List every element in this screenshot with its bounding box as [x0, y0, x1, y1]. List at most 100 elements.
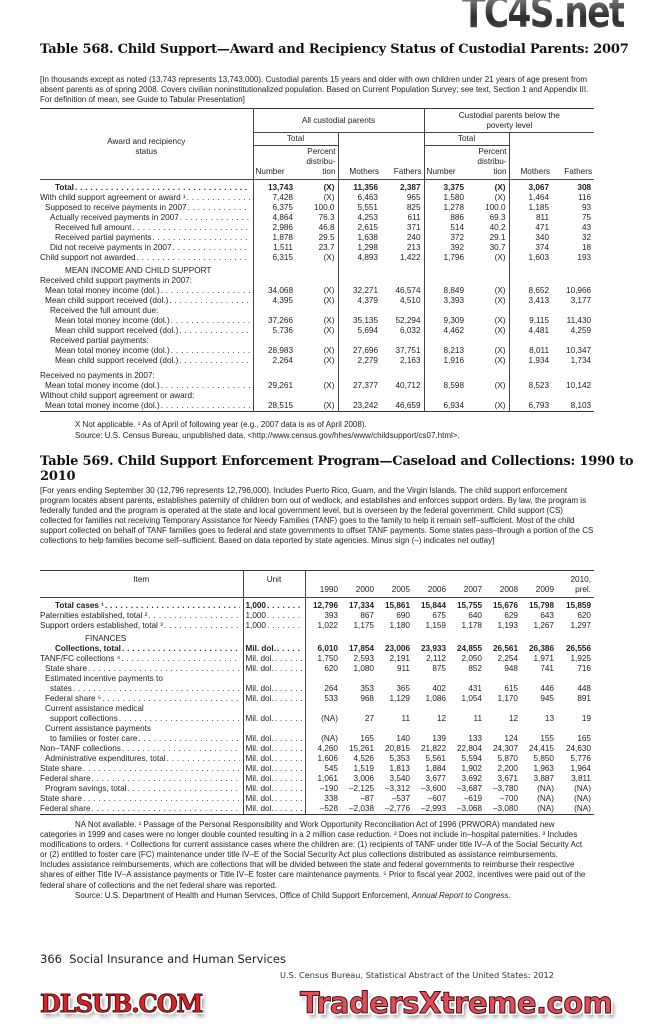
- value-cell: 5,353: [389, 754, 411, 763]
- dot-leader: [88, 664, 240, 674]
- value-cell: 75: [581, 213, 592, 222]
- row-label-wrap: Total cases ¹: [55, 601, 240, 611]
- row-label-wrap: Actually received payments in 2007: [50, 213, 250, 223]
- row-label-text: Current assistance medical: [45, 704, 144, 713]
- value-cell: 1,061: [304, 774, 341, 784]
- value-cell: [252, 391, 296, 401]
- value-cell: 1,971: [533, 654, 555, 663]
- row-label-text: Mean child support received (dol.): [45, 296, 169, 305]
- row-unit-text: Mil. dol.: [245, 714, 274, 723]
- row-label: MEAN INCOME AND CHILD SUPPORT: [40, 263, 253, 276]
- row-unit: Mil. dol.: [242, 794, 305, 804]
- row-label-text: Support orders established, total ³: [40, 621, 163, 630]
- value-cell: 965: [406, 193, 421, 202]
- row-label: FINANCES: [40, 631, 243, 644]
- row-label-wrap: With child support agreement or award ¹: [40, 193, 250, 203]
- value-cell: 4,379: [337, 296, 381, 306]
- row-unit: Mil. dol.: [242, 644, 305, 654]
- table-row: Estimated incentive payments to: [40, 674, 594, 684]
- row-label: Support orders established, total ³: [40, 621, 243, 631]
- dot-leader: [148, 611, 239, 621]
- row-label-wrap: Mean total money income (dol.): [45, 286, 250, 296]
- row-label-text: Collections, total: [55, 644, 121, 653]
- value-cell: 1,297: [570, 621, 592, 630]
- value-cell: [381, 391, 424, 401]
- row-label-text: Mean total money income (dol.): [45, 381, 160, 390]
- value-cell: 1,750: [304, 654, 341, 664]
- row-label-wrap: Estimated incentive payments to: [45, 674, 240, 684]
- row-unit-wrap: 1,000: [246, 611, 302, 621]
- table-row: Mean child support received (dol.) 2,264 (…: [40, 356, 594, 366]
- value-cell: 15,755: [456, 601, 482, 610]
- row-label-wrap: Federal share: [40, 774, 240, 784]
- footnote-text: X Not applicable. ¹ As of April of follo…: [75, 420, 367, 429]
- value-cell: 4,253: [337, 213, 381, 223]
- row-label-text: FINANCES: [85, 634, 127, 643]
- value-cell: 308: [577, 183, 592, 192]
- year-header: 2006: [427, 585, 446, 594]
- table-569-footnotes: NA Not available. ¹ Passage of the Perso…: [40, 820, 590, 901]
- row-unit-wrap: Mil. dol.: [246, 644, 302, 654]
- value-cell: 12: [436, 714, 446, 723]
- table-row: Total cases ¹ 1,000 12,796 17,334 15,861 15,8…: [40, 597, 594, 612]
- row-unit: Mil. dol.: [242, 744, 305, 754]
- value-cell: 611: [407, 213, 421, 222]
- value-cell: (X): [494, 193, 506, 202]
- value-cell: –2,038: [348, 804, 374, 813]
- footnote-text: NA Not available. ¹ Passage of the Perso…: [40, 820, 586, 890]
- value-cell: 13: [544, 714, 554, 723]
- table-row: Child support not awarded6,315(X)4,8931,…: [40, 253, 594, 263]
- value-cell: 867: [360, 611, 374, 620]
- dot-leader: [161, 401, 250, 411]
- value-cell: 6,010: [304, 644, 341, 654]
- value-cell: (X): [323, 381, 335, 390]
- percent-header: Percent distribu- tion: [296, 145, 338, 180]
- value-cell: [252, 306, 296, 316]
- value-cell: [521, 724, 557, 734]
- value-cell: 28,515: [252, 401, 296, 412]
- value-cell: (X): [494, 316, 506, 325]
- value-cell: [337, 276, 381, 286]
- row-unit: Mil. dol.: [242, 664, 305, 674]
- value-cell: [337, 263, 381, 276]
- value-cell: 6,315: [252, 253, 296, 263]
- group-header-poverty: Custodial parents below the poverty leve…: [423, 108, 595, 133]
- value-cell: 1,606: [304, 754, 341, 764]
- row-label-wrap: Support orders established, total ³: [40, 621, 240, 631]
- row-label-wrap: MEAN INCOME AND CHILD SUPPORT: [65, 266, 250, 276]
- value-cell: 1,185: [508, 203, 553, 213]
- value-cell: 11: [401, 714, 411, 723]
- value-cell: 1,734: [570, 356, 592, 365]
- value-cell: (X): [494, 183, 506, 192]
- value-cell: (X): [323, 401, 335, 410]
- table-row: State share Mil. dol. 338 –87 –537 –607 –619 –7…: [40, 794, 594, 804]
- value-cell: 1,580: [423, 193, 468, 203]
- total-header: Total: [252, 132, 338, 146]
- dot-leader: [137, 253, 250, 263]
- value-cell: 1,278: [423, 203, 468, 213]
- row-label-wrap: Mean total money income (dol.): [55, 316, 250, 326]
- value-cell: 15,798: [528, 601, 554, 610]
- row-label-text: Federal share: [40, 804, 91, 813]
- year-header: 2000: [355, 585, 374, 594]
- value-cell: [521, 674, 557, 684]
- row-label: Total cases ¹: [40, 598, 243, 612]
- value-cell: [449, 704, 485, 714]
- row-label-wrap: support collections: [50, 714, 240, 724]
- row-unit: Mil. dol.: [242, 684, 305, 694]
- dot-leader: [267, 621, 302, 631]
- value-cell: [557, 724, 594, 734]
- row-label-wrap: Child support not awarded: [40, 253, 250, 263]
- row-label-text: Mean total money income (dol.): [55, 346, 170, 355]
- table-row: State share Mil. dol. 545 1,519 1,813 1,884 1,…: [40, 764, 594, 774]
- value-cell: 17,334: [348, 601, 374, 610]
- value-cell: [557, 704, 594, 714]
- row-label-wrap: Mean child support received (dol.): [55, 326, 250, 336]
- table-row: With child support agreement or award ¹ 7…: [40, 193, 594, 203]
- value-cell: [304, 674, 341, 684]
- value-cell: 9,309: [423, 316, 468, 326]
- dot-leader: [161, 286, 250, 296]
- row-label-text: State share: [40, 764, 82, 773]
- value-cell: [304, 724, 341, 734]
- row-unit: Mil. dol.: [242, 784, 305, 794]
